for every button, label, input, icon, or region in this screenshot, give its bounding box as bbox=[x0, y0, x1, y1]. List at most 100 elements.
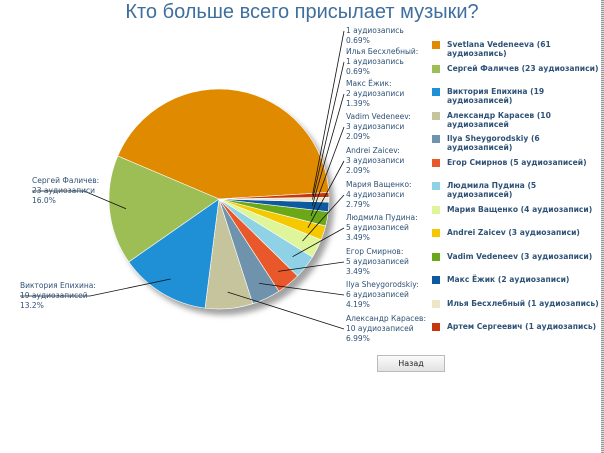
legend-label: Макс Ёжик (2 аудиозаписи) bbox=[447, 275, 570, 284]
slice-label-line: 16.0% bbox=[32, 196, 56, 205]
back-button[interactable]: Назад bbox=[377, 355, 445, 372]
slice-label-line: 3 аудиозаписи bbox=[346, 122, 405, 131]
slice-label-line: 6.99% bbox=[346, 334, 370, 343]
slice-label-line: 0.69% bbox=[346, 36, 370, 45]
slice-label-line: Мария Ващенко: bbox=[346, 180, 412, 189]
slice-label-line: Александр Карасев: bbox=[346, 314, 426, 323]
scrollbar-edge bbox=[601, 0, 604, 453]
legend-item: Макс Ёжик (2 аудиозаписи) bbox=[432, 275, 604, 299]
slice-label: Andrei Zaicev: 3 аудиозаписи 2.09% bbox=[346, 146, 404, 176]
slice-label-line: 5 аудиозаписей bbox=[346, 223, 409, 232]
leader-line bbox=[292, 227, 345, 258]
slice-label-line: 2 аудиозаписи bbox=[346, 89, 405, 98]
slice-label: Виктория Епихина: 19 аудиозаписей 13.2% bbox=[20, 281, 96, 311]
legend-swatch bbox=[432, 111, 440, 120]
slice-label-line: Ilya Sheygorodskiy: bbox=[346, 280, 419, 289]
slice-label: Vadim Vedeneev: 3 аудиозаписи 2.09% bbox=[346, 112, 411, 142]
slice-label: Ilya Sheygorodskiy: 6 аудиозаписей 4.19% bbox=[346, 280, 419, 310]
slice-label-line: Andrei Zaicev: bbox=[346, 146, 400, 155]
pie-slice[interactable] bbox=[128, 198, 220, 309]
slice-label-line: 4.19% bbox=[346, 300, 370, 309]
slice-label: Егор Смирнов: 5 аудиозаписей 3.49% bbox=[346, 247, 409, 277]
chart-title: Кто больше всего присылает музыки? bbox=[125, 1, 479, 23]
slice-label-line: 6 аудиозаписей bbox=[346, 290, 409, 299]
slice-label-line: Vadim Vedeneev: bbox=[346, 112, 411, 121]
slice-label-line: 1.39% bbox=[346, 99, 370, 108]
slice-label: Макс Ёжик: 2 аудиозаписи 1.39% bbox=[346, 79, 404, 109]
legend-item: Мария Ващенко (4 аудиозаписи) bbox=[432, 205, 604, 229]
pie-slice[interactable] bbox=[218, 192, 330, 200]
slice-label-line: 23 аудиозаписи bbox=[32, 186, 95, 195]
legend-swatch bbox=[432, 323, 440, 331]
legend-swatch bbox=[432, 229, 440, 237]
slice-label: Людмила Пудина: 5 аудиозаписей 3.49% bbox=[346, 213, 418, 243]
leader-line bbox=[302, 194, 345, 242]
legend-label: Vadim Vedeneev (3 аудиозаписи) bbox=[447, 251, 593, 261]
leader-line bbox=[307, 160, 345, 229]
legend-item: Александр Карасев (10 аудиозаписей bbox=[432, 111, 604, 135]
legend-swatch bbox=[432, 182, 440, 190]
slice-label: 1 аудиозапись 0.69% bbox=[346, 26, 404, 46]
legend-label: Илья Бесхлебный (1 аудиозапись) bbox=[447, 298, 599, 308]
legend-swatch bbox=[432, 252, 440, 261]
slice-label-line: 3 аудиозаписи bbox=[346, 156, 405, 165]
legend-item: Andrei Zaicev (3 аудиозаписи) bbox=[432, 228, 604, 252]
legend-label: Александр Карасев (10 аудиозаписей bbox=[447, 110, 551, 129]
slice-label-line: Сергей Фаличев: bbox=[32, 176, 100, 185]
slice-label-line: 10 аудиозаписей bbox=[346, 324, 414, 333]
slice-label-line: Егор Смирнов: bbox=[346, 247, 404, 256]
legend-label: Сергей Фаличев (23 аудиозаписи) bbox=[447, 63, 599, 73]
legend-swatch bbox=[432, 205, 440, 214]
slice-label-line: 19 аудиозаписей bbox=[20, 291, 88, 300]
leader-line bbox=[311, 93, 345, 206]
slice-label-line: 1 аудиозапись bbox=[346, 57, 404, 66]
legend-swatch bbox=[432, 88, 440, 96]
legend-swatch bbox=[432, 158, 440, 167]
legend-label: Andrei Zaicev (3 аудиозаписи) bbox=[447, 228, 580, 237]
legend-swatch bbox=[432, 135, 440, 143]
slice-label-line: 3.49% bbox=[346, 233, 370, 242]
slice-label-line: 5 аудиозаписей bbox=[346, 257, 409, 266]
slice-label-line: 3.49% bbox=[346, 267, 370, 276]
slice-label-line: 0.69% bbox=[346, 67, 370, 76]
slice-label: Мария Ващенко: 4 аудиозаписи 2.79% bbox=[346, 180, 412, 210]
slice-label-line: 1 аудиозапись bbox=[346, 26, 404, 35]
slice-label-line: Виктория Епихина: bbox=[20, 281, 96, 290]
legend-label: Виктория Епихина (19 аудиозаписей) bbox=[447, 87, 545, 105]
legend-item: Svetlana Vedeneeva (61 аудиозапись) bbox=[432, 40, 604, 64]
leader-line bbox=[259, 283, 345, 296]
legend-item: Егор Смирнов (5 аудиозаписей) bbox=[432, 158, 604, 182]
leader-line bbox=[32, 190, 127, 210]
slice-label-line: Людмила Пудина: bbox=[346, 213, 418, 222]
legend-swatch bbox=[432, 64, 440, 73]
legend-item: Ilya Sheygorodskiy (6 аудиозаписей) bbox=[432, 134, 604, 158]
legend-item: Артем Сергеевич (1 аудиозапись) bbox=[432, 322, 604, 346]
legend-label: Мария Ващенко (4 аудиозаписи) bbox=[447, 204, 593, 214]
slice-label: Александр Карасев: 10 аудиозаписей 6.99% bbox=[346, 314, 426, 344]
leader-line bbox=[227, 291, 345, 330]
legend-item: Виктория Епихина (19 аудиозаписей) bbox=[432, 87, 604, 111]
legend-item: Илья Бесхлебный (1 аудиозапись) bbox=[432, 299, 604, 323]
legend-label: Егор Смирнов (5 аудиозаписей) bbox=[447, 157, 587, 167]
slice-label-line: 4 аудиозаписи bbox=[346, 190, 405, 199]
slice-label-line: 13.2% bbox=[20, 301, 44, 310]
slice-label-line: 2.09% bbox=[346, 166, 370, 175]
legend: Svetlana Vedeneeva (61 аудиозапись) Серге… bbox=[432, 40, 604, 346]
pie-slice[interactable] bbox=[108, 155, 220, 263]
legend-item: Людмила Пудина (5 аудиозаписей) bbox=[432, 181, 604, 205]
legend-label: Артем Сергеевич (1 аудиозапись) bbox=[447, 322, 597, 331]
slice-label-line: 2.09% bbox=[346, 132, 370, 141]
legend-item: Сергей Фаличев (23 аудиозаписи) bbox=[432, 64, 604, 88]
leader-line bbox=[312, 30, 345, 196]
slice-label-line: Макс Ёжик: bbox=[346, 79, 392, 88]
leader-line bbox=[312, 61, 345, 200]
slice-label: Илья Бесхлебный: 1 аудиозапись 0.69% bbox=[346, 47, 418, 77]
slice-label-line: Илья Бесхлебный: bbox=[346, 47, 419, 56]
legend-item: Vadim Vedeneev (3 аудиозаписи) bbox=[432, 252, 604, 276]
slice-label-line: 2.79% bbox=[346, 200, 370, 209]
legend-swatch bbox=[432, 276, 440, 284]
legend-label: Svetlana Vedeneeva (61 аудиозапись) bbox=[447, 40, 551, 58]
leader-line bbox=[310, 126, 345, 217]
legend-swatch bbox=[432, 41, 440, 49]
